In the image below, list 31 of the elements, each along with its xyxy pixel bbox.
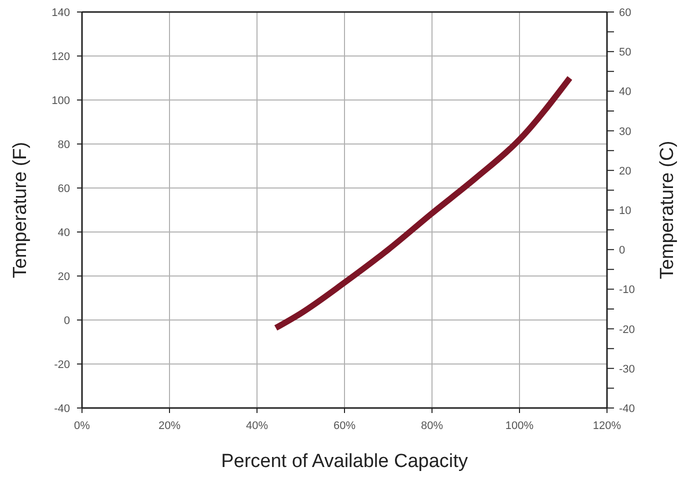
- y-tick-label: 140: [52, 7, 70, 19]
- y2-tick-label: -20: [619, 324, 635, 336]
- y2-tick-label: 20: [619, 165, 632, 178]
- y-tick-label: 80: [58, 139, 70, 151]
- y-tick-label: 20: [58, 271, 70, 283]
- x-tick-label: 20%: [158, 420, 181, 432]
- y2-tick-label: -10: [619, 284, 635, 296]
- x-tick-label: 40%: [246, 420, 268, 432]
- y2-tick-label: 30: [619, 126, 632, 138]
- y-tick-label: -20: [54, 359, 70, 371]
- y-tick-label: 120: [52, 51, 70, 63]
- x-tick-label: 60%: [333, 420, 356, 432]
- y2-axis-title: Temperature (C): [657, 140, 678, 280]
- y2-tick-label: -30: [619, 363, 635, 376]
- x-tick-label: 0%: [74, 420, 90, 432]
- y-tick-label: 100: [52, 95, 70, 107]
- y-tick-label: -40: [54, 403, 70, 415]
- y2-tick-label: 40: [619, 86, 632, 98]
- y-axis-title: Temperature (F): [10, 142, 31, 278]
- y-tick-label: 40: [58, 227, 70, 239]
- x-tick-label: 100%: [505, 420, 534, 432]
- y2-tick-label: 50: [619, 46, 632, 59]
- y-tick-label: 0: [64, 315, 70, 327]
- x-tick-label: 120%: [592, 420, 622, 432]
- y2-tick-label: 0: [619, 244, 626, 257]
- x-axis-title: Percent of Available Capacity: [221, 451, 468, 472]
- x-tick-label: 80%: [420, 420, 444, 432]
- y2-tick-label: 10: [619, 205, 632, 217]
- y2-tick-label: -40: [619, 403, 635, 415]
- y2-tick-label: 60: [619, 7, 632, 19]
- y-tick-label: 60: [58, 183, 70, 195]
